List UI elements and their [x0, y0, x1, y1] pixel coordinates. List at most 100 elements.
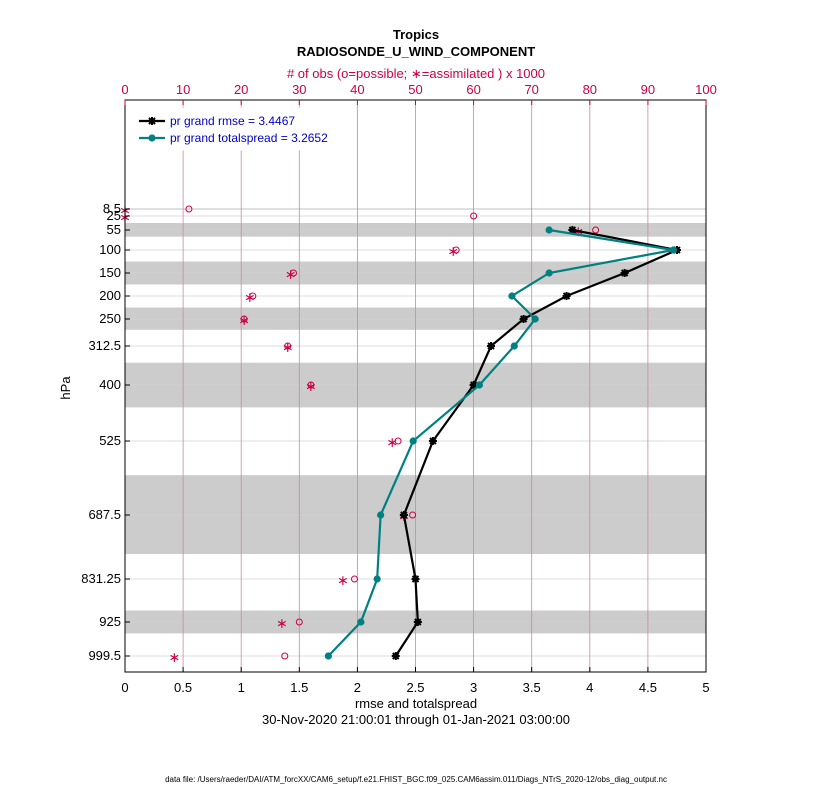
series-1-point-6 [531, 315, 539, 323]
y-tick-label-7: 312.5 [88, 338, 121, 353]
bottom-tick-label-7: 3.5 [523, 680, 541, 695]
series-0-point-12 [413, 618, 422, 626]
series-0-point-8-core [471, 382, 477, 388]
legend-entry-1: pr grand totalspread = 3.2652 [170, 131, 328, 145]
obs-possible-point-3 [452, 246, 460, 254]
series-0-point-11-core [412, 576, 419, 582]
y-tick-label-6: 250 [99, 311, 121, 326]
top-tick-label-1: 10 [176, 82, 190, 97]
series-0-point-7 [487, 342, 496, 350]
obs-possible-point-7 [284, 342, 292, 350]
obs-possible-point-6 [240, 315, 248, 323]
obs-assimilated-point-5: ∗ [244, 289, 256, 305]
series-0-point-11 [411, 575, 420, 583]
obs-possible-point-13 [281, 652, 289, 660]
obs-possible-point-11 [350, 575, 358, 583]
y-tick-label-11: 831.25 [81, 571, 121, 586]
legend-marker-0 [148, 117, 156, 125]
series-0-point-10 [399, 511, 408, 519]
y-tick-label-8: 400 [99, 377, 121, 392]
top-tick-label-7: 70 [524, 82, 538, 97]
bottom-axis-ticks: 0 0.5 1 1.5 2 2.5 3 3.5 4 4.5 5 [121, 667, 710, 695]
chart-title: Tropics [393, 27, 439, 42]
series-0-point-6-core [520, 316, 527, 322]
bottom-tick-label-1: 0.5 [174, 680, 192, 695]
obs-possible-point-5 [249, 292, 257, 300]
y-tick-label-10: 687.5 [88, 507, 121, 522]
obs-possible-point-12 [295, 618, 303, 626]
obs-assimilated-point-8: ∗ [305, 378, 317, 394]
legend-marker-1 [148, 134, 156, 142]
chart-subtitle: RADIOSONDE_U_WIND_COMPONENT [297, 44, 535, 59]
obs-possible-point-9 [394, 437, 402, 445]
obs-possible-point-10 [409, 511, 417, 519]
series-0-point-12-core [415, 619, 421, 625]
series-0-point-9 [428, 437, 437, 445]
obs-assimilated-point-13: ∗ [169, 649, 181, 665]
series-1-point-5 [508, 292, 516, 300]
series-line-1 [327, 228, 674, 657]
series-1-point-12 [357, 618, 365, 626]
series-line-0 [394, 228, 681, 657]
obs-assimilated-point-7: ∗ [282, 339, 294, 355]
series-0-point-5-core [563, 293, 570, 299]
top-axis-label: # of obs (o=possible; ∗=assimilated ) x … [287, 66, 545, 81]
series-0-point-10-core [401, 512, 407, 518]
obs-assimilated-point-12: ∗ [276, 615, 288, 631]
obs-possible-point-8 [307, 381, 315, 389]
top-tick-label-2: 20 [234, 82, 248, 97]
series-lines [324, 226, 681, 660]
y-tick-label-4: 150 [99, 265, 121, 280]
obs-possible-point-4 [289, 269, 297, 277]
series-0-point-13-core [393, 653, 399, 659]
top-tick-label-6: 60 [466, 82, 480, 97]
obs-assimilated-point-3: ∗ [447, 243, 459, 259]
top-tick-label-8: 80 [583, 82, 597, 97]
series-1-point-10 [377, 511, 385, 519]
footer-data-file: data file: /Users/raeder/DAI/ATM_forcXX/… [165, 775, 667, 784]
legend-box [132, 107, 352, 151]
date-range: 30-Nov-2020 21:00:01 through 01-Jan-2021… [262, 712, 570, 727]
series-0-point-2-core [569, 227, 575, 233]
y-tick-label-9: 525 [99, 433, 121, 448]
obs-possible-point-1 [470, 212, 478, 220]
obs-possible-point-0 [185, 205, 193, 213]
y-tick-label-3: 100 [99, 242, 121, 257]
obs-assimilated-point-9: ∗ [386, 434, 398, 450]
bottom-tick-label-9: 4.5 [639, 680, 657, 695]
bottom-tick-label-3: 1.5 [290, 680, 308, 695]
legend-entry-0: pr grand rmse = 3.4467 [170, 114, 295, 128]
top-tick-label-3: 30 [292, 82, 306, 97]
series-1-point-13 [324, 652, 332, 660]
series-1-point-8 [475, 381, 484, 389]
y-tick-label-2: 55 [107, 222, 121, 237]
series-1-point-7 [510, 342, 518, 350]
y-tick-label-0: 8.5 [103, 201, 121, 216]
y-tick-label-5: 200 [99, 288, 121, 303]
y-tick-label-1: 25 [107, 208, 121, 223]
top-tick-label-10: 100 [695, 82, 717, 97]
top-axis-ticks: 0 10 20 30 40 50 60 70 80 90 100 [121, 82, 717, 105]
bottom-tick-label-5: 2.5 [406, 680, 424, 695]
series-1-point-3 [669, 246, 678, 254]
x-axis-label: rmse and totalspread [355, 696, 477, 711]
series-0-point-4-core [622, 270, 628, 276]
series-1-point-9 [409, 437, 417, 445]
top-tick-label-4: 40 [350, 82, 364, 97]
series-0-point-6 [519, 315, 528, 323]
series-0-point-5 [562, 292, 571, 300]
legend-marker-0-core [149, 118, 155, 124]
bottom-tick-label-2: 1 [238, 680, 245, 695]
series-1-point-4 [545, 269, 553, 277]
series-1-point-11 [373, 575, 381, 583]
legend: pr grand rmse = 3.4467 pr grand totalspre… [132, 107, 352, 151]
obs-possible-point-2 [592, 226, 600, 234]
series-0-point-7-core [488, 343, 494, 349]
series-0-point-9-core [430, 438, 436, 444]
bottom-tick-label-0: 0 [121, 680, 128, 695]
bottom-tick-label-4: 2 [354, 680, 361, 695]
bottom-tick-label-10: 5 [702, 680, 709, 695]
